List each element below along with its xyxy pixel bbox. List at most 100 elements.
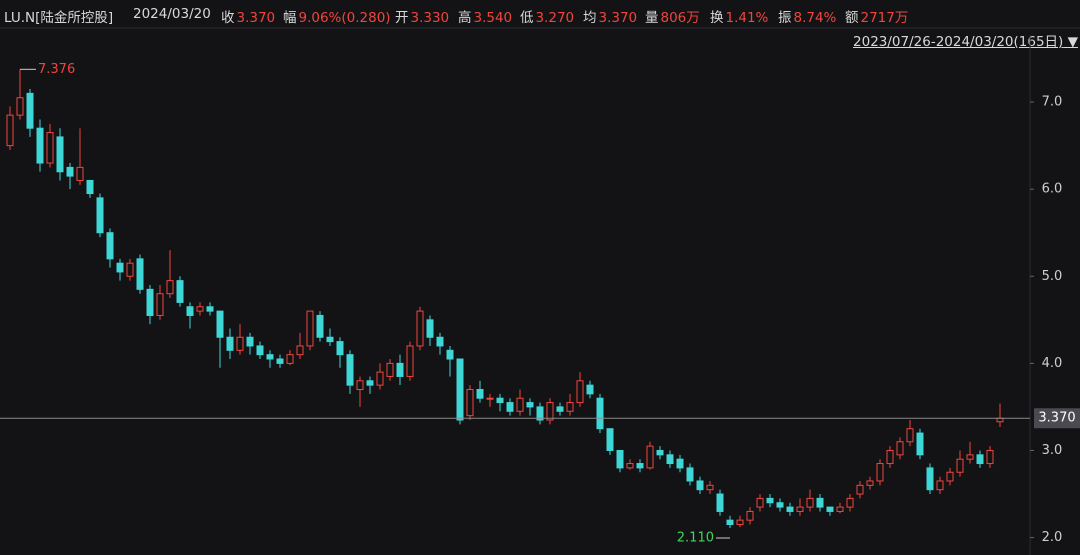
y-tick-label: 5.0 [1042, 269, 1063, 284]
candle-body [986, 449, 994, 465]
candle-body [416, 310, 424, 347]
y-tick-label: 2.0 [1042, 530, 1063, 545]
quote-field: 收 3.370 [221, 6, 275, 26]
field-label: 换 [710, 10, 724, 26]
candle-body [246, 336, 254, 347]
candle-body [356, 380, 364, 391]
candle-body [236, 336, 244, 351]
y-tick-label: 4.0 [1042, 356, 1063, 371]
candle-body [946, 471, 954, 482]
candle-body [446, 349, 454, 360]
candle-body [846, 497, 854, 508]
candle-body [756, 497, 764, 508]
field-label: 量 [645, 10, 659, 26]
field-label: 幅 [283, 10, 297, 26]
candle-body [716, 493, 724, 512]
candle-body [626, 463, 634, 469]
candle-body [336, 341, 344, 356]
quote-field: 幅 9.06%(0.280) [283, 6, 391, 26]
candle-body [306, 310, 314, 347]
field-value: 3.370 [598, 10, 638, 26]
field-label: 收 [221, 10, 235, 26]
candle-body [646, 445, 654, 469]
field-label: 开 [395, 10, 409, 26]
field-value: 2717万 [860, 10, 909, 26]
field-value: 3.540 [473, 10, 513, 26]
quote-field: 换 1.41% [710, 6, 768, 26]
field-value: 3.370 [236, 10, 276, 26]
quote-field: 振 8.74% [778, 6, 836, 26]
candle-body [486, 397, 494, 400]
candle-body [176, 280, 184, 303]
candle-body [896, 441, 904, 456]
candle-body [6, 114, 14, 147]
field-value: 8.74% [793, 10, 837, 26]
candle-body [286, 354, 294, 364]
candle-body [36, 127, 44, 164]
candle-body [136, 258, 144, 290]
candle-body [86, 179, 94, 195]
field-label: 额 [845, 10, 859, 26]
candle-body [386, 362, 394, 377]
candle-body [326, 336, 334, 343]
candle-body [826, 506, 834, 512]
field-value: 1.41% [725, 10, 769, 26]
candle-body [216, 310, 224, 338]
candle-body [736, 519, 744, 526]
quote-field: 低 3.270 [520, 6, 574, 26]
candle-body [806, 497, 814, 508]
candle-body [726, 519, 734, 526]
candle-body [276, 358, 284, 364]
candle-body [526, 402, 534, 408]
candle-body [876, 463, 884, 482]
last-price-label: 3.370 [1038, 411, 1075, 426]
candle-body [96, 197, 104, 234]
field-label: 低 [520, 10, 534, 26]
candle-body [596, 397, 604, 430]
candle-body [116, 262, 124, 273]
candle-body [836, 506, 844, 512]
candle-body [706, 484, 714, 491]
candle-body [576, 380, 584, 404]
candle-body [906, 428, 914, 443]
field-label: 均 [583, 10, 597, 26]
candle-body [156, 293, 164, 316]
candle-body [536, 406, 544, 421]
candle-body [926, 467, 934, 491]
candle-body [436, 336, 444, 347]
candle-body [406, 345, 414, 377]
candle-body [916, 432, 924, 456]
quote-field: 额 2717万 [845, 6, 908, 26]
candle-body [516, 397, 524, 412]
candle-body [346, 354, 354, 386]
candle-body [776, 502, 784, 508]
candle-body [676, 458, 684, 469]
quote-field: 开 3.330 [395, 6, 449, 26]
candle-body [56, 136, 64, 173]
candle-body [886, 449, 894, 465]
candle-body [696, 480, 704, 491]
candle-body [126, 262, 134, 277]
candle-body [196, 306, 204, 312]
range-text: 2023/07/26-2024/03/20(165日) [853, 34, 1064, 50]
candle-body [186, 306, 194, 316]
field-label: 高 [458, 10, 472, 26]
candle-body [256, 345, 264, 356]
candle-body [856, 484, 864, 495]
candle-body [956, 458, 964, 473]
candle-body [766, 497, 774, 504]
candle-body [456, 358, 464, 421]
candle-body [966, 454, 974, 460]
candle-body [46, 132, 54, 164]
date-range[interactable]: 2023/07/26-2024/03/20(165日) ▼ [853, 34, 1078, 50]
candle-body [146, 288, 154, 316]
candle-body [606, 428, 614, 451]
candle-body [616, 449, 624, 469]
header: LU.N[陆金所控股] 2024/03/20 收 3.370 幅 9.06%(0.28… [0, 0, 1080, 28]
last-price-box [1034, 408, 1080, 429]
quote-field: 高 3.540 [458, 6, 512, 26]
field-label: 振 [778, 10, 792, 26]
field-value: 3.270 [535, 10, 575, 26]
candle-body [866, 480, 874, 486]
